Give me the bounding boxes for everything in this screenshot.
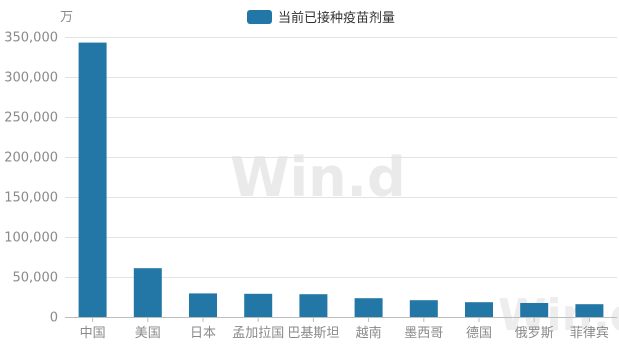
x-tick-label: 巴基斯坦 <box>287 326 339 341</box>
watermark-center: Win.d <box>230 146 406 209</box>
bar[interactable] <box>189 293 217 317</box>
x-tick-label: 美国 <box>135 326 161 341</box>
x-tick-label: 孟加拉国 <box>232 326 284 341</box>
y-tick-label: 150,000 <box>4 191 58 206</box>
legend-label: 当前已接种疫苗剂量 <box>278 10 395 26</box>
bar[interactable] <box>575 304 604 317</box>
x-tick-label: 德国 <box>466 326 492 341</box>
bar[interactable] <box>133 268 162 317</box>
y-tick-label: 350,000 <box>4 31 58 46</box>
x-tick-label: 日本 <box>190 326 216 341</box>
x-tick-label: 墨西哥 <box>404 326 443 341</box>
bar[interactable] <box>520 303 549 317</box>
gridlines <box>65 37 617 278</box>
bar[interactable] <box>465 302 493 317</box>
y-tick-label: 300,000 <box>4 71 58 86</box>
bar[interactable] <box>409 300 438 317</box>
legend-swatch <box>247 10 272 24</box>
y-tick-label: 50,000 <box>13 271 59 286</box>
y-tick-label: 250,000 <box>4 111 58 126</box>
y-tick-label: 100,000 <box>4 231 58 246</box>
x-tick-label: 越南 <box>356 325 382 341</box>
legend[interactable]: 当前已接种疫苗剂量 <box>247 10 395 26</box>
y-tick-label: 0 <box>50 311 58 326</box>
y-axis-unit: 万 <box>60 10 73 25</box>
bar[interactable] <box>354 298 383 317</box>
bar[interactable] <box>299 294 328 317</box>
y-axis: 0 50,000 100,000 150,000 200,000 250,000 300,0… <box>4 31 58 326</box>
bar-series <box>78 42 604 317</box>
x-tick-label: 菲律宾 <box>570 325 609 341</box>
y-tick-label: 200,000 <box>4 151 58 166</box>
x-tick-label: 俄罗斯 <box>515 326 554 341</box>
x-axis: 中国 美国 日本 孟加拉国 巴基斯坦 越南 墨西哥 德国 俄罗斯 菲律宾 <box>65 317 617 341</box>
bar[interactable] <box>244 293 273 317</box>
bar[interactable] <box>78 42 107 317</box>
x-tick-label: 中国 <box>80 326 106 341</box>
